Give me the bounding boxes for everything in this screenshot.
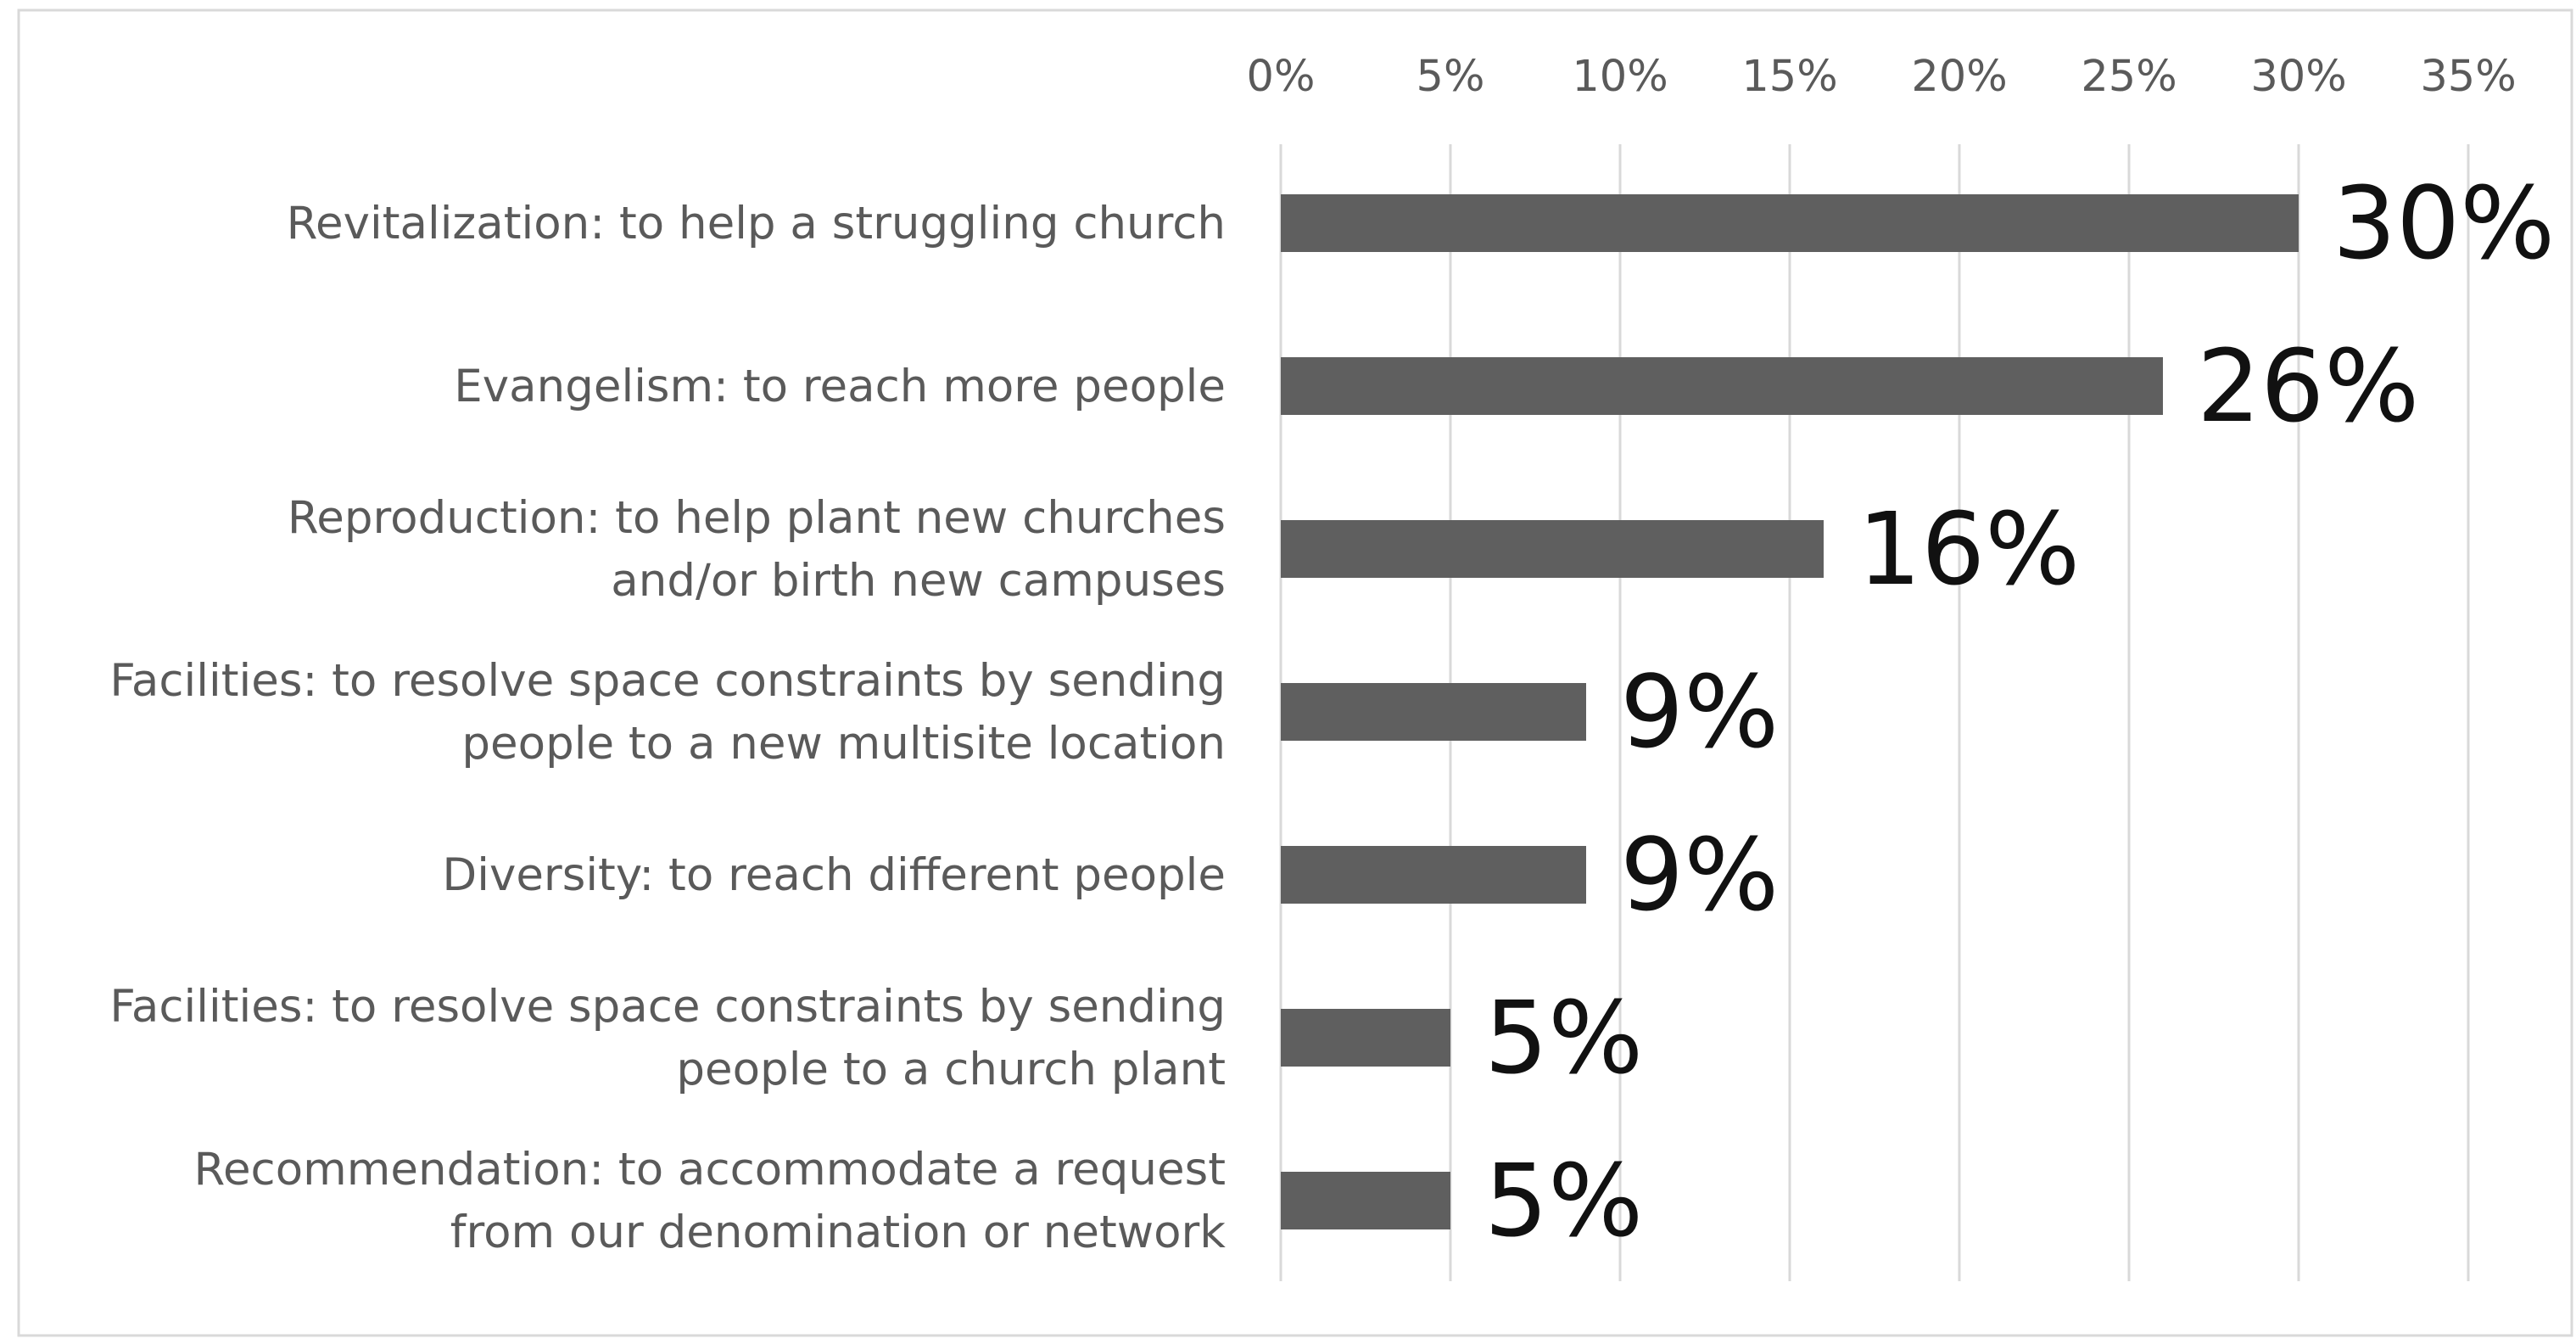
category-label-line: Facilities: to resolve space constraints… <box>109 655 1226 707</box>
category-label: Diversity: to reach different people <box>442 849 1226 901</box>
category-label: Reproduction: to help plant new churches… <box>288 492 1226 607</box>
category-label: Facilities: to resolve space constraints… <box>109 655 1226 770</box>
category-label-line: Revitalization: to help a struggling chu… <box>287 198 1226 249</box>
bar <box>1281 846 1586 904</box>
bar <box>1281 1172 1450 1229</box>
category-label-line: Evangelism: to reach more people <box>454 361 1226 412</box>
category-label: Revitalization: to help a struggling chu… <box>287 198 1226 249</box>
bar <box>1281 357 2163 415</box>
category-label: Evangelism: to reach more people <box>454 361 1226 412</box>
x-tick-label: 35% <box>2420 52 2516 102</box>
x-tick-label: 10% <box>1572 52 1668 102</box>
category-label-line: Diversity: to reach different people <box>442 849 1226 901</box>
x-tick-label: 30% <box>2250 52 2346 102</box>
gridlines <box>1279 144 2470 1281</box>
x-tick-label: 20% <box>1911 52 2007 102</box>
x-tick-label: 25% <box>2081 52 2176 102</box>
x-tick-label: 0% <box>1247 52 1316 102</box>
data-label: 16% <box>1858 490 2080 608</box>
data-label: 5% <box>1484 979 1643 1096</box>
data-label: 30% <box>2333 165 2555 282</box>
category-label-line: people to a new multisite location <box>461 718 1226 770</box>
data-label: 9% <box>1620 816 1779 933</box>
bar <box>1281 520 1824 578</box>
category-label-line: Reproduction: to help plant new churches <box>288 492 1226 544</box>
bars <box>1281 194 2299 1229</box>
data-label: 5% <box>1484 1142 1643 1259</box>
bar <box>1281 683 1586 741</box>
chart-border <box>17 8 2573 1337</box>
bar <box>1281 1009 1450 1067</box>
x-tick-label: 15% <box>1741 52 1837 102</box>
data-label: 26% <box>2197 328 2419 445</box>
category-label: Facilities: to resolve space constraints… <box>109 981 1226 1095</box>
category-label-line: Facilities: to resolve space constraints… <box>109 981 1226 1033</box>
data-labels: 30% 26% 16% 9% 9% 5% 5% <box>1484 165 2555 1259</box>
category-labels: Revitalization: to help a struggling chu… <box>109 198 1226 1258</box>
category-label-line: and/or birth new campuses <box>611 555 1226 607</box>
data-label: 9% <box>1620 653 1779 770</box>
category-label-line: from our denomination or network <box>450 1207 1227 1258</box>
x-tick-label: 5% <box>1417 52 1485 102</box>
bar <box>1281 194 2299 252</box>
category-label: Recommendation: to accommodate a request… <box>194 1144 1227 1258</box>
category-label-line: Recommendation: to accommodate a request <box>194 1144 1227 1196</box>
category-label-line: people to a church plant <box>676 1044 1226 1095</box>
x-axis-ticks: 0% 5% 10% 15% 20% 25% 30% 35% <box>1247 52 2517 102</box>
